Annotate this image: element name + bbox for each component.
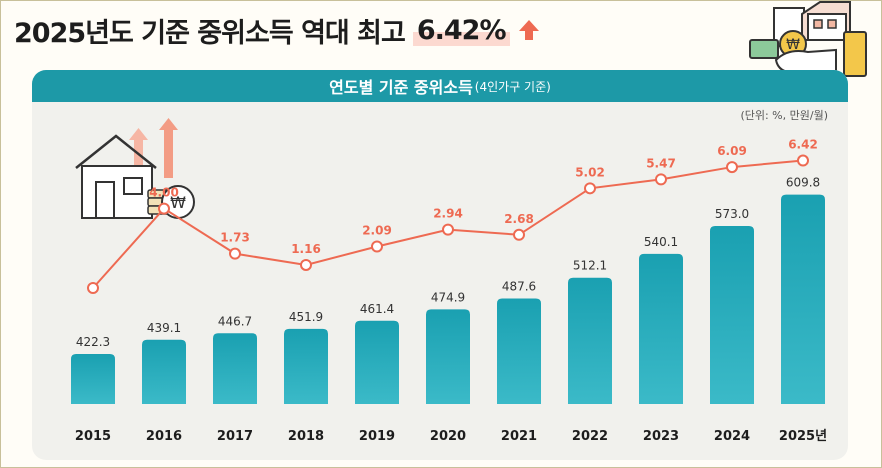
x-tick-label: 2023 — [643, 429, 679, 444]
line-point — [513, 228, 525, 241]
line-value-label: 2.94 — [433, 207, 463, 221]
bar-2024 — [710, 225, 754, 404]
median-income-chart: 422.3 2015 439.1 2016 446.7 2017 451.9 2018 461.… — [71, 138, 827, 444]
line-value-label: 1.16 — [291, 242, 321, 256]
bar-2023 — [639, 253, 683, 404]
bar-2019 — [355, 320, 399, 404]
line-value-label: 6.42 — [788, 138, 818, 152]
panel-subtitle: (4인가구 기준) — [474, 79, 551, 94]
money-hand-illustration: ₩ — [749, 1, 867, 77]
bar-value-label: 487.6 — [502, 280, 536, 294]
panel-header: 연도별 기준 중위소득 (4인가구 기준) — [32, 70, 848, 102]
headline-text: 2025년도 기준 중위소득 역대 최고 — [14, 17, 406, 49]
line-point — [300, 258, 312, 271]
x-tick-label: 2021 — [501, 429, 537, 444]
x-tick-label: 2018 — [288, 429, 324, 444]
line-value-label: 5.47 — [646, 156, 676, 170]
x-tick-label: 2015 — [75, 429, 111, 444]
bar-value-label: 474.9 — [431, 290, 465, 304]
line-point — [797, 154, 809, 167]
line-point — [442, 223, 454, 236]
bar-value-label: 446.7 — [218, 314, 252, 328]
x-tick-label: 2020 — [430, 429, 466, 444]
bar-value-label: 451.9 — [289, 310, 323, 324]
bar-2017 — [213, 333, 257, 404]
x-tick-label: 2025년 — [779, 429, 827, 444]
line-value-label: 2.09 — [362, 223, 392, 237]
bar-2018 — [284, 328, 328, 404]
bar-value-label: 461.4 — [360, 302, 394, 316]
bar-2022 — [568, 277, 612, 404]
x-tick-label: 2019 — [359, 429, 395, 444]
line-point — [158, 202, 170, 215]
line-point — [655, 173, 667, 186]
bar-value-label: 512.1 — [573, 259, 607, 273]
bar-2025년 — [781, 194, 825, 404]
bar-value-label: 609.8 — [786, 176, 820, 190]
line-point — [371, 240, 383, 253]
bar-2016 — [142, 339, 186, 404]
unit-label: (단위: %, 만원/월) — [740, 109, 828, 122]
panel-title: 연도별 기준 중위소득 — [329, 78, 473, 97]
line-value-label: 4.00 — [149, 186, 179, 200]
chart-panel: 연도별 기준 중위소득 (4인가구 기준) (단위: %, 만원/월) ₩ 42… — [32, 70, 848, 460]
bar-value-label: 573.0 — [715, 207, 749, 221]
x-tick-label: 2017 — [217, 429, 253, 444]
line-value-label: 1.73 — [220, 231, 250, 245]
line-point — [584, 182, 596, 195]
line-point — [229, 247, 241, 260]
x-tick-label: 2024 — [714, 429, 750, 444]
bar-2020 — [426, 309, 470, 404]
line-value-label: 2.68 — [504, 212, 534, 226]
up-arrow-icon — [518, 20, 539, 40]
line-value-label: 5.02 — [575, 165, 605, 179]
line-point — [87, 282, 99, 294]
headline: 2025년도 기준 중위소득 역대 최고 6.42% — [14, 8, 540, 52]
svg-text:₩: ₩ — [170, 193, 186, 212]
x-tick-label: 2022 — [572, 429, 608, 444]
svg-text:₩: ₩ — [786, 37, 800, 53]
bar-2021 — [497, 298, 541, 404]
bar-value-label: 439.1 — [147, 321, 181, 335]
headline-highlight-value: 6.42% — [412, 14, 510, 46]
bar-value-label: 422.3 — [76, 335, 110, 349]
line-point — [726, 161, 738, 174]
bar-2015 — [71, 354, 115, 404]
x-tick-label: 2016 — [146, 429, 182, 444]
bar-value-label: 540.1 — [644, 235, 678, 249]
line-value-label: 6.09 — [717, 144, 747, 158]
